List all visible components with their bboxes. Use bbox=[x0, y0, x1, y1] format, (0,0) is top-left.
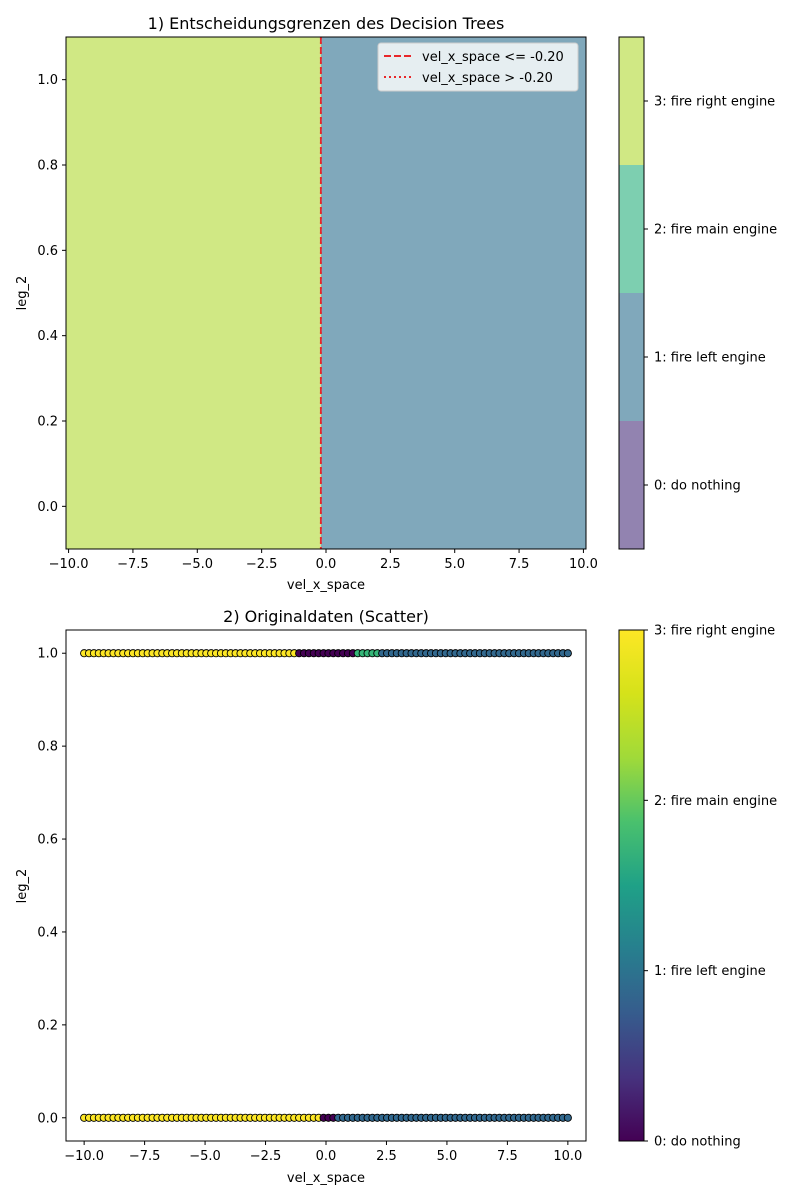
panel2-y-axis-label: leg_2 bbox=[15, 869, 30, 904]
legend-box bbox=[377, 42, 579, 92]
panel1-x-ticks: −10.0 −7.5 −5.0 −2.5 0.0 2.5 5.0 7.5 10.0 bbox=[49, 549, 598, 572]
x-tick-label: −7.5 bbox=[117, 557, 149, 572]
x-tick-label: 5.0 bbox=[444, 557, 465, 572]
decision-region-class-1 bbox=[320, 37, 586, 549]
colorbar-swatch-class-1 bbox=[619, 293, 644, 421]
panel1-colorbar-frame bbox=[618, 36, 645, 550]
x-tick-label: −2.5 bbox=[246, 557, 278, 572]
panel-decision-boundaries: 1) Entscheidungsgrenzen des Decision Tre… bbox=[15, 14, 777, 593]
x-tick-label: 10.0 bbox=[553, 1149, 582, 1164]
y-tick-label: 0.2 bbox=[37, 1018, 58, 1033]
panel2-x-axis-label: vel_x_space bbox=[287, 1171, 365, 1186]
decision-region-class-3 bbox=[66, 37, 321, 549]
colorbar-label: 2: fire main engine bbox=[654, 794, 777, 809]
panel1-y-axis-label: leg_2 bbox=[15, 276, 30, 311]
colorbar-swatch-class-2 bbox=[619, 165, 644, 293]
x-tick-label: 2.5 bbox=[376, 1149, 397, 1164]
y-tick-label: 0.6 bbox=[37, 833, 58, 848]
x-tick-label: 0.0 bbox=[316, 557, 337, 572]
y-tick-label: 0.6 bbox=[37, 244, 58, 259]
panel1-colorbar: 0: do nothing 1: fire left engine 2: fire … bbox=[619, 37, 777, 549]
panel1-x-axis-label: vel_x_space bbox=[287, 578, 365, 593]
y-tick-label: 1.0 bbox=[37, 647, 58, 662]
panel2-points bbox=[80, 649, 572, 1122]
panel2-colorbar-ticks: 0: do nothing 1: fire left engine 2: fire … bbox=[644, 624, 777, 1150]
y-tick-label: 0.2 bbox=[37, 415, 58, 430]
x-tick-label: −5.0 bbox=[181, 557, 213, 572]
panel1-title: 1) Entscheidungsgrenzen des Decision Tre… bbox=[148, 14, 505, 33]
scatter-point bbox=[563, 649, 572, 658]
x-tick-label: 5.0 bbox=[437, 1149, 458, 1164]
panel2-colorbar-gradient bbox=[619, 630, 644, 1141]
colorbar-label: 1: fire left engine bbox=[654, 351, 766, 366]
panel2-title: 2) Originaldaten (Scatter) bbox=[223, 607, 429, 626]
scatter-point bbox=[563, 1113, 572, 1122]
x-tick-label: −10.0 bbox=[49, 557, 89, 572]
colorbar-label: 0: do nothing bbox=[654, 479, 741, 494]
panel2-x-ticks: −10.0 −7.5 −5.0 −2.5 0.0 2.5 5.0 7.5 10.0 bbox=[64, 1141, 582, 1164]
panel2-y-ticks: 0.0 0.2 0.4 0.6 0.8 1.0 bbox=[37, 647, 66, 1126]
colorbar-label: 3: fire right engine bbox=[654, 624, 775, 639]
x-tick-label: −7.5 bbox=[129, 1149, 161, 1164]
legend-entry-le: vel_x_space <= -0.20 bbox=[422, 50, 564, 65]
colorbar-label: 0: do nothing bbox=[654, 1135, 741, 1150]
legend-entry-gt: vel_x_space > -0.20 bbox=[422, 71, 553, 86]
y-tick-label: 0.8 bbox=[37, 740, 58, 755]
y-tick-label: 1.0 bbox=[37, 73, 58, 88]
x-tick-label: 10.0 bbox=[569, 557, 598, 572]
panel1-legend: vel_x_space <= -0.20 vel_x_space > -0.20 bbox=[377, 42, 579, 92]
x-tick-label: 0.0 bbox=[316, 1149, 337, 1164]
y-tick-label: 0.4 bbox=[37, 329, 58, 344]
y-tick-label: 0.0 bbox=[37, 500, 58, 515]
x-tick-label: −5.0 bbox=[189, 1149, 221, 1164]
panel1-y-ticks: 0.0 0.2 0.4 0.6 0.8 1.0 bbox=[37, 73, 66, 515]
x-tick-label: −2.5 bbox=[250, 1149, 282, 1164]
y-tick-label: 0.0 bbox=[37, 1111, 58, 1126]
panel1-regions bbox=[66, 37, 586, 549]
y-tick-label: 0.8 bbox=[37, 159, 58, 174]
colorbar-label: 2: fire main engine bbox=[654, 223, 777, 238]
colorbar-label: 3: fire right engine bbox=[654, 95, 775, 110]
x-tick-label: 2.5 bbox=[380, 557, 401, 572]
x-tick-label: 7.5 bbox=[497, 1149, 518, 1164]
colorbar-swatch-class-0 bbox=[619, 421, 644, 549]
panel2-axes-background bbox=[66, 630, 586, 1141]
y-tick-label: 0.4 bbox=[37, 925, 58, 940]
panel-scatter: 2) Originaldaten (Scatter) −10.0 −7.5 −5.0… bbox=[15, 607, 777, 1186]
x-tick-label: −10.0 bbox=[64, 1149, 104, 1164]
x-tick-label: 7.5 bbox=[509, 557, 530, 572]
colorbar-swatch-class-3 bbox=[619, 37, 644, 165]
colorbar-label: 1: fire left engine bbox=[654, 964, 766, 979]
panel2-colorbar-frame bbox=[618, 629, 645, 1142]
